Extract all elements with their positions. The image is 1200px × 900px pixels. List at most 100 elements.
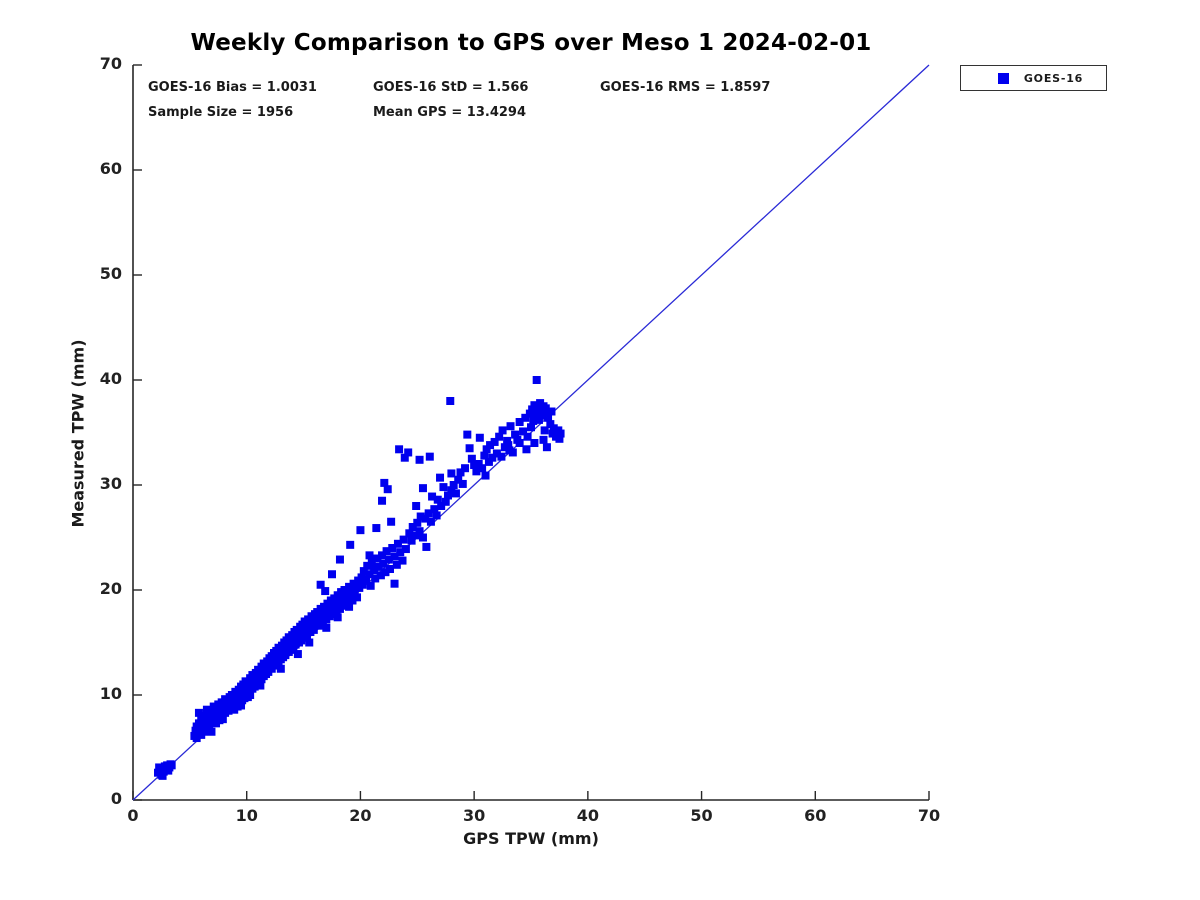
data-point: [401, 545, 410, 554]
data-point: [396, 548, 405, 557]
data-point: [546, 420, 555, 429]
data-point: [555, 434, 564, 443]
data-point: [158, 771, 167, 780]
data-point: [415, 455, 424, 464]
data-point: [237, 701, 246, 710]
data-point: [515, 439, 524, 447]
data-point: [475, 433, 484, 442]
data-point: [343, 598, 352, 607]
data-point: [371, 574, 380, 583]
data-point: [461, 464, 470, 473]
x-tick-label: 30: [463, 806, 486, 825]
data-point: [522, 445, 531, 454]
data-point: [359, 567, 368, 576]
data-point: [256, 681, 265, 690]
data-point: [525, 409, 534, 418]
data-point: [335, 555, 344, 564]
data-point: [194, 708, 203, 717]
chart-title: Weekly Comparison to GPS over Meso 1 202…: [190, 30, 872, 56]
data-point: [428, 492, 437, 501]
data-point: [426, 517, 435, 526]
y-tick-label: 30: [99, 474, 122, 493]
data-point: [465, 444, 474, 453]
data-point: [443, 491, 452, 500]
data-point: [207, 727, 216, 736]
data-point: [481, 471, 490, 480]
data-point: [532, 407, 541, 416]
data-point: [385, 565, 394, 573]
data-point: [376, 571, 385, 580]
data-point: [370, 566, 379, 575]
data-point: [338, 595, 347, 604]
data-point: [549, 424, 558, 433]
data-point: [490, 437, 499, 446]
data-point: [415, 527, 424, 536]
data-point: [503, 436, 512, 445]
data-point: [411, 531, 420, 540]
data-point: [539, 435, 548, 444]
data-point: [439, 483, 448, 492]
data-point: [540, 426, 549, 435]
data-point: [381, 568, 390, 577]
data-point: [346, 589, 355, 598]
data-point: [454, 475, 463, 484]
data-point: [418, 484, 427, 493]
data-point: [529, 416, 538, 425]
data-point: [527, 423, 535, 432]
data-point: [447, 486, 456, 495]
data-point: [425, 452, 434, 461]
legend-marker-square: [998, 72, 1009, 84]
data-point: [350, 587, 359, 596]
data-point: [399, 535, 408, 544]
data-point: [243, 693, 252, 702]
data-point: [315, 621, 324, 630]
data-point: [463, 430, 472, 439]
data-point: [422, 542, 431, 551]
y-tick-label: 70: [99, 54, 122, 73]
data-point: [430, 505, 439, 514]
data-point: [449, 481, 458, 489]
data-point: [408, 523, 417, 531]
data-point: [480, 451, 489, 460]
data-point: [441, 497, 450, 506]
data-point: [467, 454, 476, 463]
data-point: [390, 579, 399, 588]
data-point: [532, 376, 541, 384]
data-point: [504, 441, 513, 450]
data-point: [424, 509, 433, 518]
x-axis-label: GPS TPW (mm): [463, 829, 599, 848]
data-point: [432, 511, 441, 520]
data-point: [472, 467, 481, 476]
data-point: [521, 413, 530, 422]
stat-std: GOES-16 StD = 1.566: [373, 80, 529, 95]
data-point: [395, 445, 404, 454]
data-point: [497, 452, 506, 461]
data-point: [383, 485, 392, 494]
data-point: [349, 579, 358, 588]
data-point: [393, 539, 402, 548]
data-point: [321, 587, 330, 596]
data-point: [345, 602, 354, 611]
data-point: [519, 427, 528, 436]
legend-box: GOES-16: [960, 65, 1107, 91]
data-point: [528, 405, 537, 414]
x-tick-label: 20: [349, 806, 372, 825]
data-point: [374, 562, 383, 571]
data-point: [333, 613, 342, 622]
data-point: [407, 536, 416, 545]
data-point: [155, 763, 164, 772]
data-point: [488, 453, 497, 462]
data-point: [416, 512, 425, 521]
data-point: [221, 695, 230, 704]
data-point: [305, 638, 314, 647]
data-point: [373, 554, 382, 563]
data-point: [412, 502, 421, 510]
data-point: [339, 601, 348, 610]
data-point: [378, 496, 387, 505]
data-point: [365, 551, 374, 560]
stat-bias: GOES-16 Bias = 1.0031: [148, 80, 317, 95]
data-point: [447, 469, 456, 478]
data-point: [218, 715, 227, 724]
